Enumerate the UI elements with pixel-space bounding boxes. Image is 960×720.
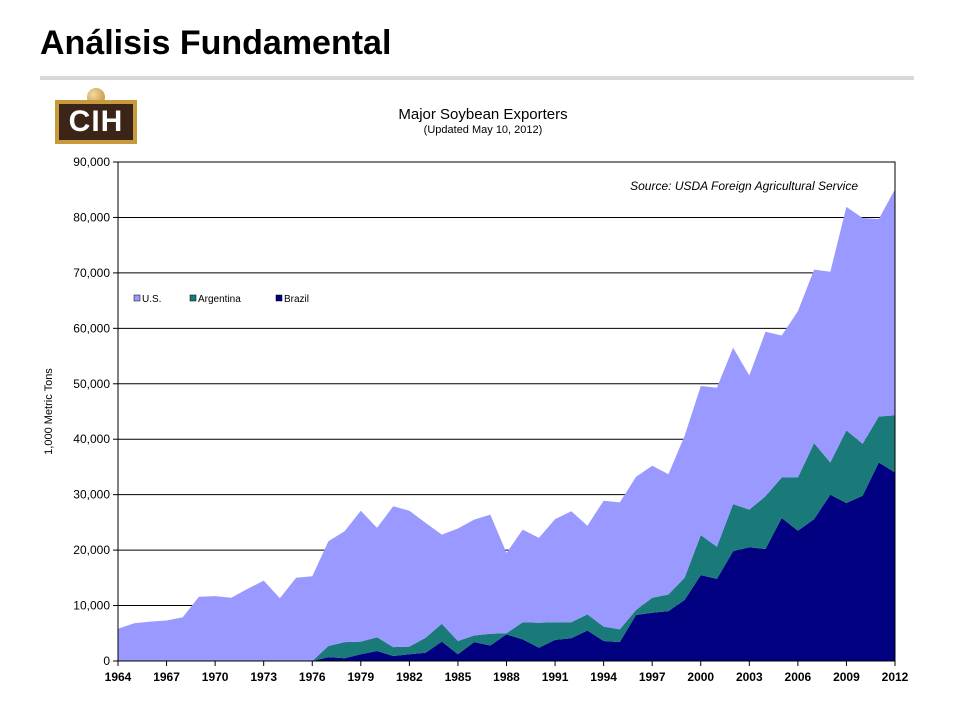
x-tick-label-0: 1964: [105, 670, 132, 684]
cih-logo: CIH: [55, 88, 137, 144]
legend-swatch-brazil: [275, 294, 283, 302]
chart-title: Major Soybean Exporters: [398, 106, 567, 123]
x-tick-label-5: 1979: [347, 670, 374, 684]
area-series-argentina: [118, 415, 895, 661]
area-series-brazil: [118, 462, 895, 661]
x-tick-label-9: 1991: [542, 670, 569, 684]
x-tick-label-6: 1982: [396, 670, 423, 684]
x-tick-label-16: 2012: [882, 670, 909, 684]
slide-title: Análisis Fundamental: [40, 24, 392, 62]
y-tick-label-4: 40,000: [73, 432, 110, 446]
x-tick-label-3: 1973: [250, 670, 277, 684]
legend-label-brazil: Brazil: [284, 294, 309, 305]
legend-swatch-argentina: [189, 294, 197, 302]
x-tick-label-2: 1970: [202, 670, 229, 684]
logo-text: CIH: [59, 104, 133, 140]
legend-label-us: U.S.: [142, 294, 161, 305]
source-annotation: Source: USDA Foreign Agricultural Servic…: [630, 179, 858, 193]
y-tick-label-1: 10,000: [73, 599, 110, 613]
x-tick-label-7: 1985: [445, 670, 472, 684]
legend-label-argentina: Argentina: [198, 294, 241, 305]
x-tick-label-4: 1976: [299, 670, 326, 684]
x-tick-label-14: 2006: [785, 670, 812, 684]
x-tick-label-11: 1997: [639, 670, 666, 684]
x-tick-label-8: 1988: [493, 670, 520, 684]
y-tick-label-2: 20,000: [73, 543, 110, 557]
x-tick-label-15: 2009: [833, 670, 860, 684]
y-tick-label-9: 90,000: [73, 155, 110, 169]
x-tick-label-1: 1967: [153, 670, 180, 684]
y-tick-label-0: 0: [103, 654, 110, 668]
y-axis-label: 1,000 Metric Tons: [43, 368, 55, 455]
y-tick-label-8: 80,000: [73, 210, 110, 224]
chart-subtitle: (Updated May 10, 2012): [424, 124, 543, 136]
legend-swatch-us: [133, 294, 141, 302]
y-tick-label-5: 50,000: [73, 377, 110, 391]
x-tick-label-10: 1994: [590, 670, 617, 684]
y-tick-label-3: 30,000: [73, 488, 110, 502]
x-tick-label-13: 2003: [736, 670, 763, 684]
y-tick-label-6: 60,000: [73, 321, 110, 335]
x-tick-label-12: 2000: [687, 670, 714, 684]
y-tick-label-7: 70,000: [73, 266, 110, 280]
title-divider: [40, 76, 914, 80]
area-series-us: [118, 189, 895, 661]
